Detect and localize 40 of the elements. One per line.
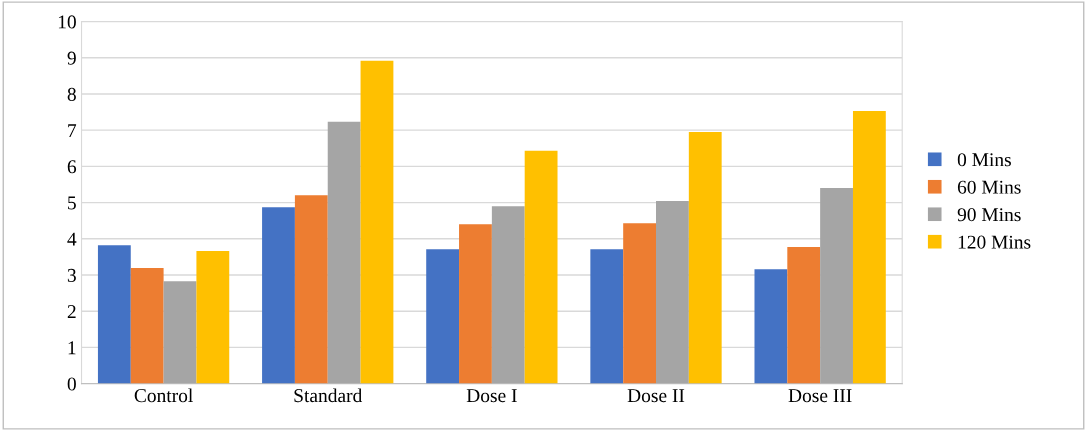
bar <box>130 268 164 384</box>
y-tick-label: 0 <box>67 377 76 391</box>
bar <box>623 223 656 384</box>
x-tick-label: Standard <box>294 388 363 403</box>
bar <box>327 121 361 384</box>
y-tick-label: 5 <box>68 196 76 210</box>
x-tick-label: Control <box>134 388 193 403</box>
y-tick-label: 7 <box>68 124 77 137</box>
y-tick-label: 8 <box>67 87 76 101</box>
bar <box>262 207 295 384</box>
bar <box>820 188 853 384</box>
legend-label: 90 Mins <box>957 208 1021 222</box>
bar <box>97 245 131 384</box>
y-tick-label: 9 <box>67 51 76 65</box>
bar <box>524 150 558 384</box>
y-tick-label: 3 <box>67 268 76 282</box>
y-tick-label: 2 <box>67 305 76 318</box>
y-tick-label: 4 <box>67 232 77 246</box>
bar <box>294 195 328 384</box>
legend-label: 120 Mins <box>958 235 1031 249</box>
bar <box>459 224 492 384</box>
bar <box>688 131 722 384</box>
bar <box>754 269 788 384</box>
y-tick-label: 10 <box>58 15 76 29</box>
y-tick-label: 1 <box>68 341 76 355</box>
bar <box>163 281 197 384</box>
legend-label: 60 Mins <box>957 180 1021 194</box>
bar <box>656 201 689 384</box>
bar <box>360 60 394 384</box>
bar <box>491 206 525 384</box>
bar <box>787 247 821 384</box>
y-tick-label: 6 <box>67 160 77 174</box>
bar <box>852 110 886 384</box>
x-tick-label: Dose III <box>788 389 852 403</box>
bar <box>196 251 230 384</box>
bar <box>590 249 624 384</box>
x-tick-label: Dose II <box>627 389 685 403</box>
x-tick-label: Dose I <box>466 389 517 403</box>
bar <box>426 249 460 384</box>
legend-label: 0 Mins <box>957 153 1011 167</box>
